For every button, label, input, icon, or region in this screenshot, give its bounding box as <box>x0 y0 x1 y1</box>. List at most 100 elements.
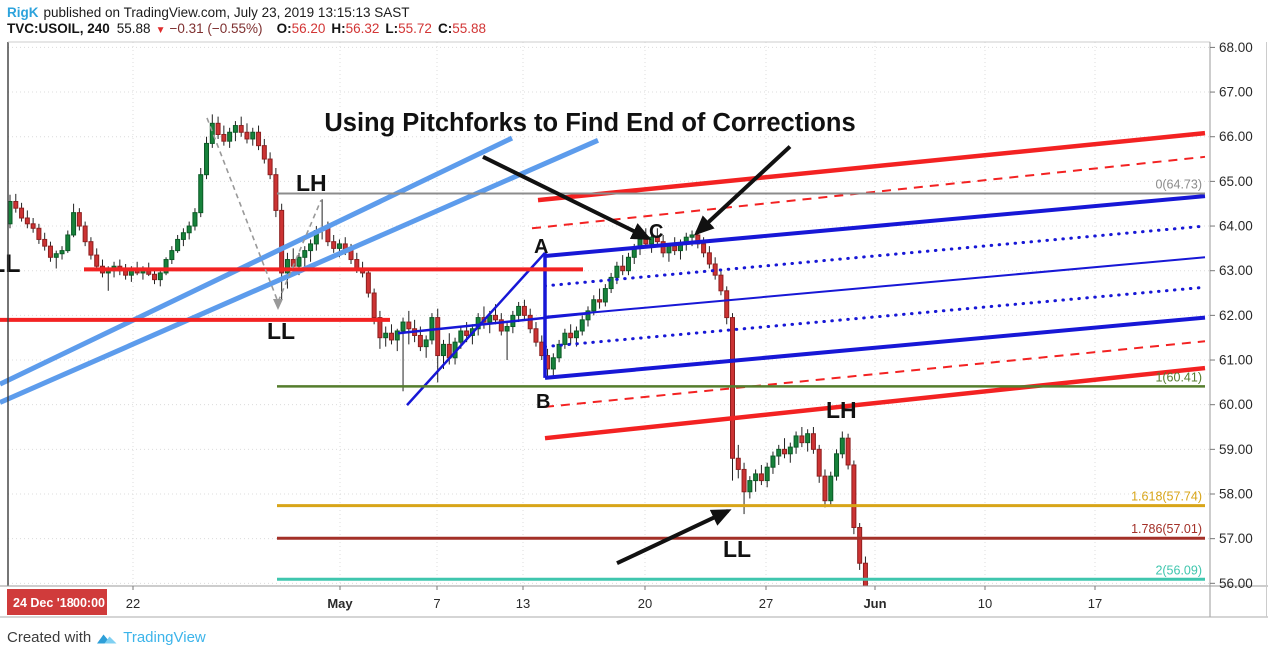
candle-body-up <box>805 433 811 444</box>
candle <box>793 431 799 454</box>
candle <box>163 257 169 276</box>
candle-body-up <box>192 212 198 227</box>
blue-pitchfork-median[interactable] <box>544 256 1206 318</box>
candle-body-down <box>123 270 129 276</box>
candle <box>186 221 192 240</box>
candle <box>279 203 285 300</box>
label-lh-upper: LH <box>296 170 327 196</box>
close-value: 55.88 <box>452 21 486 36</box>
candle-body-down <box>261 145 267 160</box>
candle <box>302 246 308 269</box>
price-change: −0.31 (−0.55%) <box>169 21 263 36</box>
author-name[interactable]: RigK <box>7 5 39 20</box>
candle <box>568 324 574 345</box>
candle-body-up <box>764 466 770 482</box>
candle <box>718 270 724 296</box>
candle-body-up <box>250 131 256 140</box>
candle-body-down <box>388 332 394 341</box>
candle-body-down <box>730 317 735 459</box>
candle-body-up <box>787 446 793 455</box>
candle <box>805 429 811 452</box>
candle-body-up <box>157 272 163 281</box>
candle-body-down <box>152 273 157 281</box>
candle-body-down <box>42 238 48 247</box>
candle <box>238 116 244 137</box>
label-c: C <box>649 221 663 243</box>
close-label: C: <box>437 21 453 36</box>
lightblue-pitchfork-upper[interactable] <box>0 135 514 387</box>
candle-body-down <box>76 212 82 227</box>
candle-body-up <box>747 480 753 493</box>
candle <box>625 252 631 276</box>
candle <box>88 237 94 260</box>
annotation-arrow-to-blue-line <box>694 145 792 236</box>
candlestick-series[interactable] <box>7 114 868 590</box>
candle-body-down <box>701 243 707 254</box>
candle <box>383 326 389 347</box>
blue-pitchfork-top[interactable] <box>544 194 1206 258</box>
annotation-arrow-to-c <box>482 155 652 240</box>
blue-pitchfork-dotted-upper[interactable] <box>543 224 1207 288</box>
candle-body-up <box>753 473 759 482</box>
candle <box>602 284 608 307</box>
candle <box>521 299 527 320</box>
candle <box>608 272 614 294</box>
logo-mountain-dark <box>97 634 109 643</box>
candle-body-down <box>406 321 412 330</box>
candle-body-up <box>204 142 210 176</box>
fib-level-1786-label: 1.786(57.01) <box>1131 522 1202 536</box>
badge-time: 00:00 <box>73 596 105 610</box>
candle <box>13 193 19 213</box>
candle <box>550 353 556 378</box>
candle-body-down <box>521 305 527 316</box>
time-tick-label: Jun <box>863 596 886 611</box>
red-pitchfork-dashed-lower[interactable] <box>544 340 1206 408</box>
candle <box>232 121 238 142</box>
chart-drawings: 0(64.73) 1(60.41) 1.618(57.74) 1.786(57.01)… <box>0 117 1207 581</box>
tradingview-logo-icon[interactable] <box>96 630 118 646</box>
candle <box>839 431 845 459</box>
blue-pitchfork-bottom[interactable] <box>544 315 1206 380</box>
candle-body-down <box>799 435 805 444</box>
candle <box>400 317 406 392</box>
lightblue-pitchfork-lower[interactable] <box>0 138 600 405</box>
candle <box>857 523 863 570</box>
blue-pitchfork-dotted-lower[interactable] <box>543 285 1207 349</box>
time-axis[interactable]: 22 May 7 13 20 27 Jun 10 17 <box>126 586 1102 611</box>
gray-dashed-zigzag <box>206 117 322 305</box>
candle <box>735 444 741 479</box>
attribution-footer: Created with TradingView <box>7 629 206 646</box>
label-ll-left: LL <box>0 250 21 278</box>
candle-body-down <box>30 223 36 229</box>
candle-body-up <box>689 234 695 238</box>
price-axis[interactable]: 68.00 67.00 66.00 65.00 64.00 63.00 62.00 61.00… <box>1210 40 1253 591</box>
blue-wedge-steep-line[interactable] <box>406 251 546 406</box>
time-tick-label: 13 <box>516 596 530 611</box>
candle-body-up <box>562 332 568 345</box>
candle-body-up <box>71 212 77 236</box>
candle-body-down <box>857 526 863 564</box>
candle-body-down <box>325 227 331 243</box>
candle-body-down <box>464 330 470 336</box>
candle <box>117 259 123 276</box>
low-label: L: <box>385 21 399 36</box>
candle-body-up <box>828 475 834 502</box>
candle-body-down <box>377 317 383 339</box>
last-price: 55.88 <box>116 21 151 36</box>
candle <box>562 328 568 349</box>
publish-header: RigK published on TradingView.com, July 2… <box>7 5 410 20</box>
candle-body-down <box>741 468 747 493</box>
red-pitchfork-top[interactable] <box>537 130 1206 203</box>
candle-body-up <box>302 250 308 258</box>
candle <box>76 208 82 231</box>
price-tick-label: 64.00 <box>1219 219 1253 234</box>
price-tick-label: 66.00 <box>1219 129 1253 144</box>
candle <box>123 264 129 280</box>
candle <box>82 221 88 247</box>
candle-body-down <box>498 319 504 332</box>
tradingview-brand-link[interactable]: TradingView <box>123 629 206 646</box>
candle-body-up <box>423 339 429 348</box>
red-pitchfork-bottom[interactable] <box>544 365 1206 441</box>
candle <box>730 313 735 481</box>
